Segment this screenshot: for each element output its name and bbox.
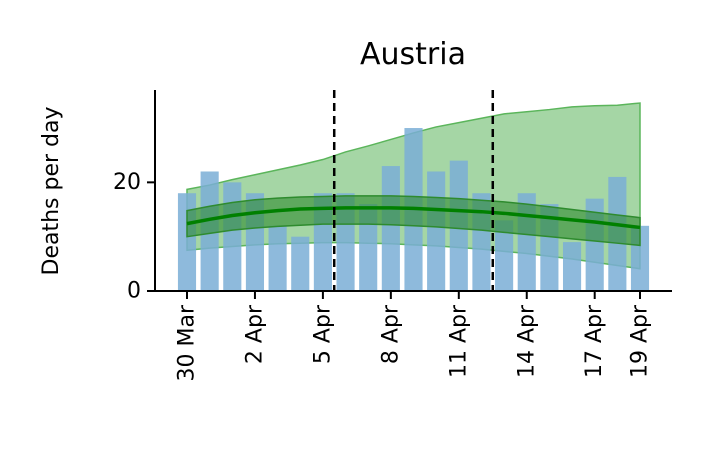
vline-layer — [332, 90, 495, 291]
x-tick-label: 8 Apr — [378, 304, 403, 364]
mean-line-layer — [186, 206, 641, 230]
bar-16-apr — [562, 242, 582, 291]
x-tick-label: 14 Apr — [514, 304, 539, 378]
bar-4-apr — [291, 236, 310, 291]
x-tick-label: 2 Apr — [242, 304, 267, 364]
bar-30-mar — [177, 193, 197, 291]
x-tick-label: 30 Mar — [175, 304, 200, 381]
bar-13-apr — [495, 220, 514, 291]
axes-layer — [154, 90, 672, 292]
bar-8-apr — [381, 166, 400, 291]
y-tick-label: 20 — [113, 170, 141, 195]
y-ticks-layer: 0 20 — [113, 170, 155, 304]
chart-title: Austria — [360, 37, 466, 72]
y-axis-label: Deaths per day — [39, 107, 64, 276]
x-ticks-layer: 30 Mar 2 Apr 5 Apr 8 Apr 11 Apr 14 Apr 17 Apr 1… — [175, 291, 653, 382]
x-tick-label: 19 Apr — [628, 304, 653, 378]
bar-3-apr — [268, 225, 287, 291]
y-tick-label: 0 — [127, 279, 141, 304]
x-tick-label: 17 Apr — [582, 304, 607, 378]
bar-7-apr — [359, 204, 378, 291]
bar-1-apr — [223, 182, 242, 291]
x-tick-label: 11 Apr — [446, 304, 471, 378]
bar-10-apr — [427, 171, 446, 291]
mean-line — [186, 206, 641, 230]
x-tick-label: 5 Apr — [310, 304, 335, 364]
